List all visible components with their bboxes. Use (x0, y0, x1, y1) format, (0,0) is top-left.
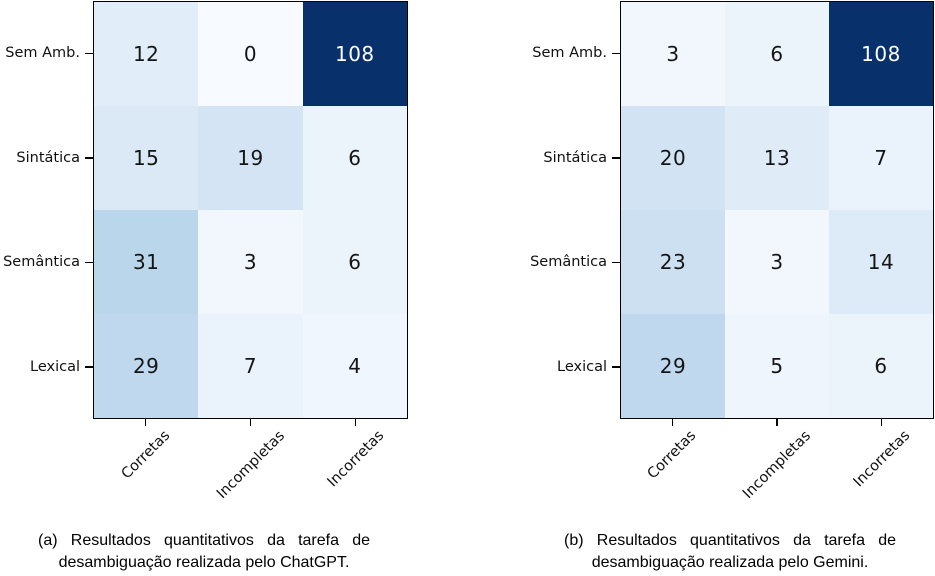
x-tick (671, 419, 674, 426)
col-label-b-2: Incorretas (850, 428, 914, 491)
caption-line: desambiguação realizada pelo ChatGPT. (58, 554, 350, 571)
y-tick (612, 261, 620, 263)
caption-line: (a) Resultados quantitativos da tarefa d… (38, 532, 370, 549)
row-label-b-0: Sem Amb. (532, 45, 607, 62)
heatmap-cell-a-r2-c2: 6 (302, 210, 407, 314)
heatmap-cell-b-r2-c0: 23 (621, 210, 725, 314)
x-tick (144, 419, 147, 426)
heatmap-cell-a-r0-c0: 12 (94, 2, 199, 106)
x-tick (249, 419, 252, 426)
heatmap-cell-a-r1-c1: 19 (198, 106, 303, 210)
heatmap-cell-a-r1-c2: 6 (302, 106, 407, 210)
col-label-b-0: Corretas (644, 427, 700, 483)
row-label-a-3: Lexical (30, 358, 80, 375)
y-tick (85, 261, 93, 263)
y-tick (85, 157, 93, 159)
heatmap-cell-a-r1-c0: 15 (94, 106, 199, 210)
row-label-a-2: Semântica (3, 254, 80, 271)
heatmap-cell-a-r3-c1: 7 (198, 314, 303, 418)
caption-line: (b) Resultados quantitativos da tarefa d… (564, 532, 896, 549)
heatmap-cell-b-r3-c2: 6 (829, 314, 933, 418)
heatmap-cell-b-r0-c0: 3 (621, 2, 725, 106)
heatmap-cell-a-r3-c0: 29 (94, 314, 199, 418)
heatmap-cell-b-r1-c0: 20 (621, 106, 725, 210)
heatmap-cell-b-r1-c2: 7 (829, 106, 933, 210)
heatmap-cell-b-r0-c2: 108 (829, 2, 933, 106)
heatmap-cell-b-r2-c2: 14 (829, 210, 933, 314)
x-tick (354, 419, 357, 426)
row-label-a-0: Sem Amb. (5, 45, 80, 62)
heatmap-grid-b: 3 6 108 20 13 7 23 3 14 29 5 6 (620, 1, 934, 419)
heatmap-cell-b-r1-c1: 13 (725, 106, 829, 210)
col-label-a-1: Incompletas (213, 428, 288, 503)
col-label-a-0: Corretas (118, 427, 173, 483)
y-tick (612, 366, 620, 368)
y-tick (85, 366, 93, 368)
caption-line: desambiguação realizada pelo Gemini. (591, 554, 869, 571)
row-label-b-3: Lexical (557, 358, 607, 375)
row-label-b-2: Semântica (530, 254, 607, 271)
y-tick (612, 157, 620, 159)
heatmap-grid-a: 12 0 108 15 19 6 31 3 6 29 7 4 (93, 1, 408, 419)
caption-a: (a) Resultados quantitativos da tarefa d… (38, 530, 370, 574)
heatmap-cell-b-r3-c1: 5 (725, 314, 829, 418)
heatmap-cell-a-r2-c1: 3 (198, 210, 303, 314)
heatmap-cell-a-r0-c1: 0 (198, 2, 303, 106)
x-tick (776, 419, 778, 426)
heatmap-cell-b-r0-c1: 6 (725, 2, 829, 106)
col-label-b-1: Incompletas (739, 428, 815, 503)
row-label-a-1: Sintática (16, 149, 80, 166)
heatmap-cell-a-r0-c2: 108 (302, 2, 407, 106)
y-tick (85, 52, 93, 54)
col-label-a-2: Incorretas (324, 428, 387, 491)
heatmap-cell-a-r3-c2: 4 (302, 314, 407, 418)
y-tick (612, 52, 620, 54)
row-label-b-1: Sintática (543, 149, 607, 166)
heatmap-cell-a-r2-c0: 31 (94, 210, 199, 314)
caption-b: (b) Resultados quantitativos da tarefa d… (564, 530, 896, 574)
heatmap-cell-b-r3-c0: 29 (621, 314, 725, 418)
x-tick (880, 419, 883, 426)
heatmap-cell-b-r2-c1: 3 (725, 210, 829, 314)
